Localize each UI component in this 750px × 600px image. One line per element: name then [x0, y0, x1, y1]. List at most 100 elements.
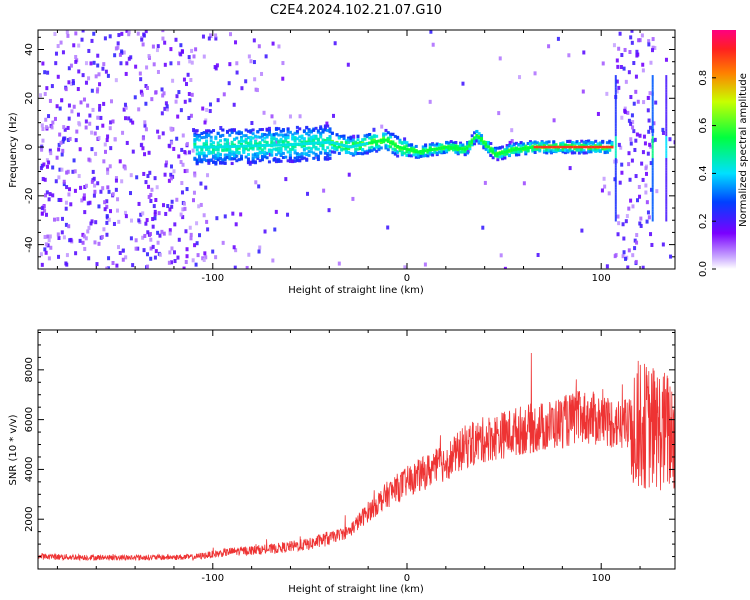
heatmap-cell	[43, 91, 47, 96]
heatmap-cell	[603, 151, 607, 155]
heatmap-cell	[114, 46, 118, 51]
heatmap-cell	[661, 242, 665, 247]
heatmap-cell	[279, 129, 283, 133]
heatmap-cell	[314, 136, 318, 140]
heatmap-cell	[175, 94, 179, 99]
heatmap-cell	[470, 141, 474, 145]
x-tick-label: 100	[592, 273, 611, 284]
heatmap-cell	[80, 37, 84, 42]
heatmap-cell	[358, 151, 362, 155]
heatmap-cell	[239, 131, 243, 135]
heatmap-cell	[263, 153, 267, 157]
heatmap-cell	[57, 142, 61, 147]
heatmap-cell	[300, 134, 304, 138]
heatmap-cell	[293, 159, 297, 163]
heatmap-cell	[198, 154, 202, 158]
heatmap-cell	[361, 148, 365, 152]
heatmap-cell	[103, 207, 107, 212]
heatmap-cell	[621, 254, 625, 259]
colorbar: 0.00.20.40.60.8 Normalized spectral ampl…	[698, 30, 749, 277]
heatmap-cell	[260, 144, 264, 148]
heatmap-cell	[651, 123, 654, 127]
heatmap-cell	[176, 114, 180, 119]
heatmap-cell	[244, 128, 248, 132]
heatmap-cell	[59, 198, 63, 203]
heatmap-cell	[168, 207, 172, 212]
heatmap-cell	[589, 145, 593, 149]
heatmap-cell	[447, 141, 451, 145]
heatmap-cell	[438, 146, 442, 150]
heatmap-cell	[651, 160, 654, 163]
heatmap-cell	[633, 147, 637, 152]
heatmap-cell	[82, 196, 86, 201]
heatmap-cell	[45, 86, 49, 91]
heatmap-cell	[286, 134, 290, 138]
heatmap-cell	[118, 250, 122, 255]
heatmap-cell	[445, 145, 449, 149]
heatmap-cell	[312, 156, 316, 160]
heatmap-cell	[538, 147, 542, 151]
heatmap-cell	[372, 127, 376, 132]
heatmap-cell	[232, 128, 236, 132]
heatmap-cell	[499, 253, 503, 258]
y-tick-label: 2000	[24, 506, 35, 531]
heatmap-cell	[333, 41, 337, 46]
heatmap-cell	[216, 151, 220, 155]
heatmap-cell	[473, 142, 477, 146]
heatmap-cell	[284, 155, 288, 159]
heatmap-cell	[167, 178, 171, 183]
heatmap-cell	[291, 135, 295, 139]
heatmap-cell	[519, 147, 523, 151]
heatmap-cell	[44, 117, 48, 122]
heatmap-cell	[601, 145, 605, 149]
heatmap-cell	[286, 159, 290, 163]
heatmap-cell	[631, 125, 635, 130]
heatmap-cell	[312, 141, 316, 145]
heatmap-cell	[665, 123, 668, 127]
heatmap-cell	[169, 61, 173, 66]
heatmap-cell	[188, 98, 192, 103]
heatmap-cell	[169, 47, 173, 52]
heatmap-cell	[50, 84, 54, 89]
heatmap-cell	[561, 147, 565, 151]
heatmap-cell	[500, 145, 504, 149]
heatmap-cell	[232, 151, 236, 155]
heatmap-cell	[627, 206, 631, 211]
heatmap-cell	[351, 142, 355, 146]
heatmap-cell	[645, 200, 649, 205]
heatmap-cell	[270, 140, 274, 144]
heatmap-cell	[384, 145, 388, 149]
heatmap-cell	[202, 142, 206, 146]
heatmap-cell	[193, 157, 197, 161]
heatmap-cell	[365, 149, 369, 153]
heatmap-cell	[239, 139, 243, 143]
heatmap-cell	[526, 146, 530, 150]
heatmap-cell	[145, 218, 149, 223]
heatmap-cell	[665, 145, 668, 149]
heatmap-cell	[90, 219, 94, 224]
heatmap-cell	[665, 170, 668, 173]
heatmap-cell	[641, 150, 645, 155]
heatmap-cell	[258, 144, 262, 148]
snr-x-axis-label: Height of straight line (km)	[288, 584, 424, 595]
colorbar-ticks: 0.00.20.40.60.8	[698, 70, 716, 277]
heatmap-cell	[407, 148, 411, 152]
heatmap-cell	[533, 142, 537, 146]
heatmap-cell	[382, 140, 386, 144]
heatmap-cell	[131, 263, 135, 268]
heatmap-cell	[55, 104, 59, 109]
heatmap-cell	[264, 54, 268, 59]
heatmap-cell	[145, 85, 149, 90]
heatmap-cell	[212, 141, 216, 145]
heatmap-cell	[223, 145, 227, 149]
heatmap-cell	[149, 199, 153, 204]
y-tick-label: -40	[24, 236, 35, 252]
colorbar-tick-label: 0.0	[698, 261, 709, 277]
heatmap-cell	[225, 156, 229, 160]
heatmap-cell	[598, 141, 602, 145]
heatmap-cell	[665, 175, 668, 178]
heatmap-cell	[302, 137, 306, 141]
heatmap-cell	[93, 189, 97, 194]
heatmap-cell	[601, 139, 605, 143]
heatmap-cell	[614, 184, 617, 188]
